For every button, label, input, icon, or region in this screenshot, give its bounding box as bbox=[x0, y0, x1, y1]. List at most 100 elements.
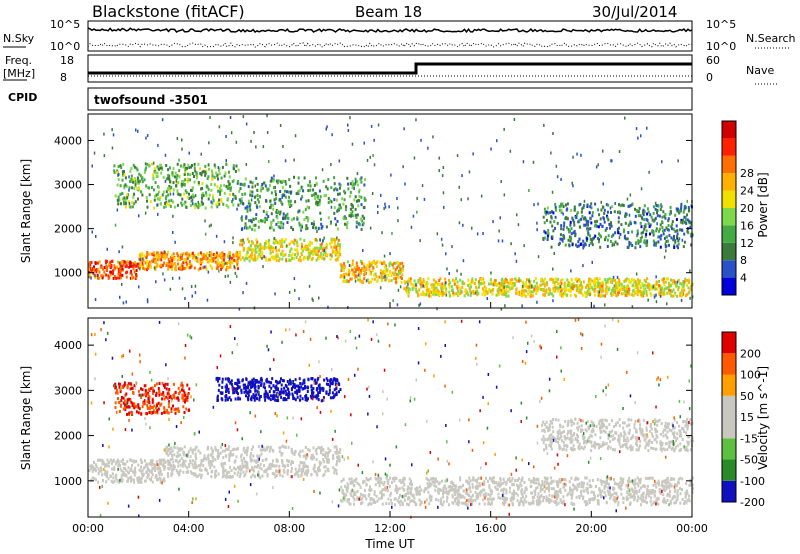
heatmap-cell bbox=[256, 193, 259, 197]
heatmap-cell bbox=[161, 252, 164, 256]
heatmap-cell bbox=[169, 261, 172, 265]
heatmap-cell bbox=[238, 466, 241, 470]
heatmap-cell bbox=[251, 194, 254, 198]
heatmap-cell bbox=[549, 211, 552, 215]
heatmap-cell bbox=[300, 467, 303, 471]
heatmap-cell bbox=[580, 493, 583, 497]
heatmap-cell bbox=[183, 461, 186, 465]
heatmap-cell bbox=[336, 242, 339, 246]
heatmap-cell bbox=[622, 497, 625, 501]
heatmap-cell bbox=[244, 177, 247, 181]
heatmap-cell bbox=[90, 261, 93, 264]
heatmap-cell bbox=[664, 245, 667, 249]
heatmap-cell bbox=[258, 252, 261, 256]
heatmap-cell bbox=[669, 501, 672, 505]
heatmap-cell bbox=[528, 281, 531, 285]
heatmap-cell bbox=[129, 264, 132, 268]
heatmap-cell bbox=[259, 463, 262, 466]
heatmap-cell bbox=[552, 278, 555, 282]
heatmap-cell bbox=[290, 467, 293, 470]
heatmap-cell bbox=[203, 454, 206, 458]
heatmap-cell bbox=[580, 283, 583, 287]
heatmap-cell bbox=[639, 290, 642, 294]
heatmap-cell bbox=[679, 228, 682, 232]
heatmap-cell bbox=[138, 478, 141, 482]
heatmap-cell bbox=[318, 468, 321, 472]
heatmap-cell bbox=[261, 186, 264, 190]
heatmap-cell bbox=[545, 210, 548, 214]
heatmap-cell bbox=[182, 179, 185, 183]
heatmap-cell bbox=[88, 468, 91, 472]
heatmap-cell bbox=[418, 485, 421, 489]
heatmap-cell bbox=[383, 270, 386, 273]
heatmap-cell bbox=[242, 291, 244, 295]
heatmap-cell bbox=[92, 467, 95, 471]
heatmap-cell bbox=[442, 191, 445, 195]
heatmap-cell bbox=[197, 181, 200, 184]
heatmap-cell bbox=[608, 482, 610, 486]
heatmap-cell bbox=[670, 294, 673, 298]
heatmap-cell bbox=[150, 471, 153, 475]
heatmap-cell bbox=[254, 201, 257, 205]
heatmap-cell bbox=[141, 259, 144, 263]
heatmap-cell bbox=[132, 460, 135, 464]
heatmap-cell bbox=[368, 281, 371, 284]
heatmap-cell bbox=[211, 267, 213, 270]
heatmap-cell bbox=[358, 274, 361, 278]
heatmap-cell bbox=[334, 217, 337, 221]
heatmap-cell bbox=[461, 285, 464, 289]
heatmap-cell bbox=[156, 203, 159, 207]
heatmap-cell bbox=[501, 482, 504, 485]
heatmap-cell bbox=[329, 449, 332, 453]
heatmap-cell bbox=[172, 174, 174, 178]
heatmap-cell bbox=[591, 287, 594, 291]
heatmap-cell bbox=[396, 275, 399, 279]
heatmap-cell bbox=[420, 280, 423, 284]
heatmap-cell bbox=[373, 273, 376, 277]
heatmap-cell bbox=[430, 290, 433, 294]
heatmap-cell bbox=[547, 228, 550, 232]
heatmap-cell bbox=[164, 205, 167, 208]
heatmap-cell bbox=[415, 287, 418, 291]
heatmap-cell bbox=[237, 465, 240, 469]
heatmap-cell bbox=[322, 453, 324, 457]
heatmap-cell bbox=[307, 448, 310, 451]
heatmap-cell bbox=[219, 255, 222, 259]
heatmap-cell bbox=[349, 190, 352, 194]
heatmap-cell bbox=[578, 203, 581, 207]
heatmap-cell bbox=[300, 470, 303, 474]
heatmap-cell bbox=[647, 282, 650, 286]
heatmap-cell bbox=[658, 279, 660, 283]
heatmap-cell bbox=[213, 256, 216, 260]
heatmap-cell bbox=[438, 169, 440, 173]
heatmap-cell bbox=[112, 269, 115, 273]
heatmap-cell bbox=[281, 459, 283, 462]
heatmap-cell bbox=[127, 477, 130, 481]
heatmap-cell bbox=[656, 211, 658, 215]
heatmap-cell bbox=[403, 127, 405, 131]
heatmap-cell bbox=[536, 221, 538, 225]
heatmap-cell bbox=[471, 226, 473, 230]
heatmap-cell bbox=[313, 183, 316, 187]
heatmap-cell bbox=[353, 502, 356, 506]
heatmap-cell bbox=[110, 270, 113, 274]
heatmap-cell bbox=[284, 159, 287, 163]
heatmap-cell bbox=[311, 250, 313, 253]
heatmap-cell bbox=[262, 255, 265, 259]
heatmap-cell bbox=[497, 239, 500, 243]
heatmap-cell bbox=[160, 171, 163, 175]
heatmap-cell bbox=[216, 205, 219, 209]
heatmap-cell bbox=[252, 218, 255, 221]
heatmap-cell bbox=[197, 162, 200, 166]
heatmap-cell bbox=[625, 285, 628, 289]
heatmap-cell bbox=[583, 291, 586, 295]
heatmap-cell bbox=[205, 191, 208, 195]
heatmap-cell bbox=[152, 177, 155, 181]
heatmap-cell bbox=[353, 266, 356, 270]
heatmap-cell bbox=[416, 210, 418, 214]
heatmap-cell bbox=[562, 239, 564, 243]
heatmap-cell bbox=[350, 477, 353, 481]
heatmap-cell bbox=[570, 278, 573, 282]
heatmap-cell bbox=[571, 502, 574, 506]
heatmap-cell bbox=[137, 181, 140, 185]
